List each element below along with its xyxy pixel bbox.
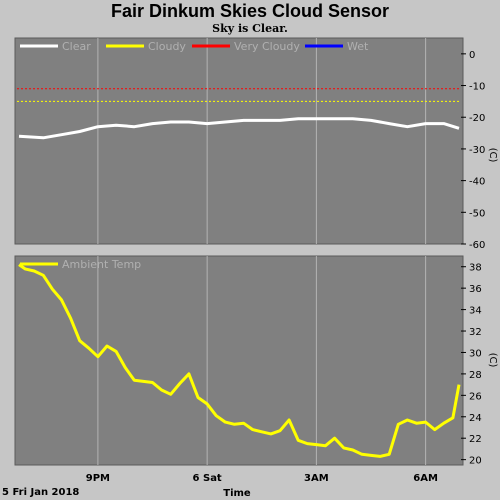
x-axis-label: Time — [223, 488, 251, 499]
ambient-y-ticks: 38 36 34 32 30 28 26 24 22 20 — [461, 263, 482, 467]
ambient-panel-background — [14, 255, 464, 466]
sky-y-ticks: 0 -10 -20 -30 -40 -50 -60 — [461, 50, 485, 251]
y-tick-label: 28 — [469, 370, 482, 381]
legend-label: Very Cloudy — [234, 40, 300, 53]
sky-gridlines — [97, 38, 427, 244]
chart-subtitle: Sky is Clear. — [212, 22, 288, 35]
x-tick-label: 9PM — [86, 473, 110, 484]
chart-title: Fair Dinkum Skies Cloud Sensor — [111, 1, 389, 21]
x-tick-label: 3AM — [304, 473, 329, 484]
sky-panel: Clear Cloudy Very Cloudy Wet 0 -10 -20 -30 -40 -… — [14, 37, 498, 251]
legend-label: Clear — [62, 40, 91, 53]
x-tick-label: 6 Sat — [193, 473, 222, 484]
y-tick-label: 26 — [469, 391, 482, 402]
sky-panel-background — [14, 37, 464, 245]
ambient-unit-label: (C) — [487, 353, 498, 368]
y-tick-label: -60 — [469, 240, 485, 251]
y-tick-label: 22 — [469, 434, 482, 445]
y-tick-label: 36 — [469, 284, 482, 295]
y-tick-label: -20 — [469, 113, 485, 124]
legend-label: Cloudy — [148, 40, 186, 53]
y-tick-label: 20 — [469, 456, 482, 467]
legend-label: Ambient Temp — [62, 258, 141, 271]
y-tick-label: 38 — [469, 263, 482, 274]
y-tick-label: -40 — [469, 177, 485, 188]
sky-series — [18, 117, 460, 140]
ambient-legend: Ambient Temp — [20, 258, 141, 271]
y-tick-label: -50 — [469, 208, 485, 219]
y-tick-label: 34 — [469, 306, 482, 317]
ambient-panel: Ambient Temp 38 36 34 32 30 28 26 24 22 20 (C) — [14, 255, 498, 467]
x-axis-ticks: 9PM 6 Sat 3AM 6AM — [86, 473, 438, 484]
footer-date: 5 Fri Jan 2018 — [2, 487, 79, 498]
x-tick-label: 6AM — [413, 473, 438, 484]
y-tick-label: 24 — [469, 413, 482, 424]
ambient-series — [18, 263, 461, 458]
y-tick-label: -10 — [469, 82, 485, 93]
y-tick-label: 32 — [469, 327, 482, 338]
ambient-gridlines — [97, 256, 427, 465]
series-line — [18, 263, 461, 458]
y-tick-label: -30 — [469, 145, 485, 156]
y-tick-label: 30 — [469, 348, 482, 359]
sky-unit-label: (C) — [487, 148, 498, 163]
sky-threshold-lines — [17, 88, 461, 102]
y-tick-label: 0 — [469, 50, 475, 61]
sky-legend: Clear Cloudy Very Cloudy Wet — [20, 40, 369, 53]
series-line — [18, 117, 460, 140]
legend-label: Wet — [347, 40, 369, 53]
